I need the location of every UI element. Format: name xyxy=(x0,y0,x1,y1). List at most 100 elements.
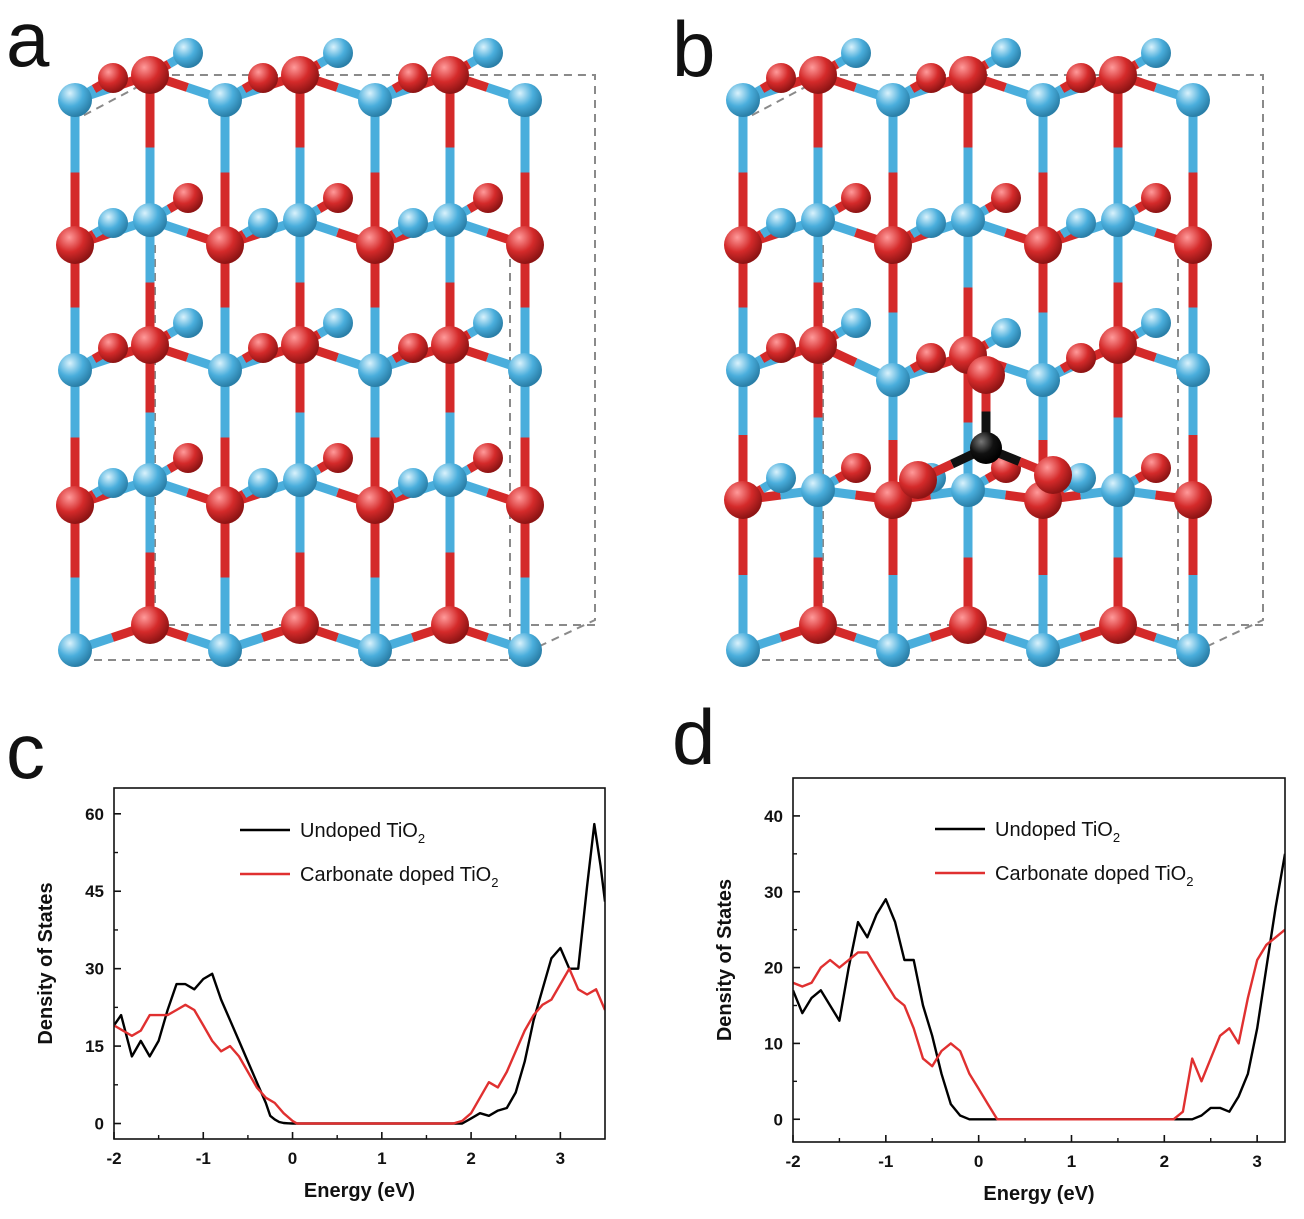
ti-atom xyxy=(1101,473,1135,507)
o-atom xyxy=(799,606,837,644)
series-line-undoped xyxy=(793,853,1285,1121)
o-atom xyxy=(841,183,871,213)
panel-label-c: c xyxy=(6,707,45,795)
o-atom xyxy=(281,606,319,644)
x-tick-label: -2 xyxy=(106,1149,121,1168)
ti-atom xyxy=(726,83,760,117)
o-atom xyxy=(56,226,94,264)
y-tick-label: 10 xyxy=(764,1034,783,1053)
o-atom xyxy=(916,63,946,93)
o-atom xyxy=(131,56,169,94)
o-atom xyxy=(398,63,428,93)
o-atom xyxy=(98,333,128,363)
ti-atom xyxy=(508,633,542,667)
ti-atom xyxy=(98,208,128,238)
o-atom xyxy=(991,183,1021,213)
ti-atom xyxy=(248,208,278,238)
plot-frame xyxy=(113,787,606,1140)
ti-atom xyxy=(508,353,542,387)
y-tick-label: 0 xyxy=(95,1115,104,1134)
ti-atom xyxy=(1176,353,1210,387)
legend-entry-undoped: Undoped TiO2 xyxy=(300,820,425,846)
y-tick-label: 15 xyxy=(85,1037,104,1056)
x-tick-label: -1 xyxy=(878,1152,893,1171)
ti-atom xyxy=(766,463,796,493)
o-atom xyxy=(398,333,428,363)
y-axis-label: Density of States xyxy=(35,882,57,1044)
ti-atom xyxy=(801,203,835,237)
panel-label-a: a xyxy=(6,0,50,83)
o-atom xyxy=(724,226,762,264)
legend-entry-carbonate-doped: Carbonate doped TiO2 xyxy=(995,863,1193,889)
ti-atom xyxy=(1026,633,1060,667)
ti-atom xyxy=(358,353,392,387)
o-atom xyxy=(281,326,319,364)
x-axis-label: Energy (eV) xyxy=(304,1180,415,1202)
ti-atom xyxy=(991,318,1021,348)
ti-atom xyxy=(173,308,203,338)
o-atom xyxy=(1174,226,1212,264)
ti-atom xyxy=(766,208,796,238)
ti-atom xyxy=(433,203,467,237)
o-atom xyxy=(1099,56,1137,94)
o-atom xyxy=(56,486,94,524)
x-tick-label: 0 xyxy=(288,1149,297,1168)
o-atom xyxy=(1066,343,1096,373)
x-tick-label: 0 xyxy=(974,1152,983,1171)
o-atom xyxy=(799,56,837,94)
o-atom xyxy=(899,461,937,499)
ti-atom xyxy=(133,463,167,497)
ti-atom xyxy=(991,38,1021,68)
ti-atom xyxy=(283,203,317,237)
x-tick-label: 1 xyxy=(1067,1152,1076,1171)
ti-atom xyxy=(473,308,503,338)
ti-atom xyxy=(508,83,542,117)
ti-atom xyxy=(358,633,392,667)
o-atom xyxy=(431,326,469,364)
o-atom xyxy=(1066,63,1096,93)
ti-atom xyxy=(208,353,242,387)
ti-atom xyxy=(951,473,985,507)
panel-label-b: b xyxy=(672,5,715,93)
o-atom xyxy=(1099,326,1137,364)
ti-atom xyxy=(801,473,835,507)
o-atom xyxy=(248,333,278,363)
ti-atom xyxy=(283,463,317,497)
o-atom xyxy=(206,486,244,524)
o-atom xyxy=(1099,606,1137,644)
series-line-carbonate-doped xyxy=(114,967,605,1125)
series-line-carbonate-doped xyxy=(793,928,1285,1121)
x-tick-label: 2 xyxy=(1160,1152,1169,1171)
o-atom xyxy=(1034,456,1072,494)
o-atom xyxy=(766,63,796,93)
y-tick-label: 40 xyxy=(764,807,783,826)
ti-atom xyxy=(1066,463,1096,493)
o-atom xyxy=(1024,226,1062,264)
o-atom xyxy=(967,356,1005,394)
ti-atom xyxy=(1026,363,1060,397)
ti-atom xyxy=(58,83,92,117)
ti-atom xyxy=(1026,83,1060,117)
ti-atom xyxy=(726,633,760,667)
y-tick-label: 30 xyxy=(85,960,104,979)
y-tick-label: 30 xyxy=(764,883,783,902)
x-tick-label: 3 xyxy=(1252,1152,1261,1171)
ti-atom xyxy=(433,463,467,497)
panel-label-d: d xyxy=(672,693,715,781)
ti-atom xyxy=(841,38,871,68)
ti-atom xyxy=(1141,308,1171,338)
legend-entry-carbonate-doped: Carbonate doped TiO2 xyxy=(300,864,498,890)
x-tick-label: -1 xyxy=(196,1149,211,1168)
o-atom xyxy=(841,453,871,483)
o-atom xyxy=(431,606,469,644)
ti-atom xyxy=(841,308,871,338)
o-atom xyxy=(131,606,169,644)
ti-atom xyxy=(876,83,910,117)
crystal-structure-undoped xyxy=(56,38,596,667)
o-atom xyxy=(949,606,987,644)
o-atom xyxy=(431,56,469,94)
o-atom xyxy=(506,226,544,264)
ti-atom xyxy=(398,208,428,238)
